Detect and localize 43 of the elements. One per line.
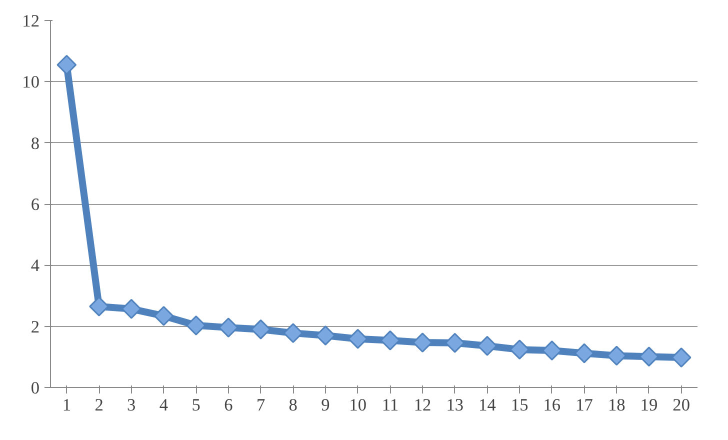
point [444,332,465,353]
y-tick-label: 4 [30,256,40,276]
x-tick-label: 17 [576,396,594,414]
point [121,298,142,319]
x-tick-label: 8 [288,396,298,414]
point [477,336,498,356]
x-tick-label: 5 [192,396,200,414]
x-tick-label: 13 [446,396,464,414]
x-tick-label: 15 [510,396,528,414]
x-tick-label: 20 [672,396,690,414]
point [574,343,594,364]
x-tick-label: 11 [382,396,399,414]
point [56,54,77,75]
x-tick-label: 6 [224,396,234,414]
point [250,319,271,340]
x-tick-label: 14 [478,396,496,414]
y-tick-label: 0 [30,378,40,398]
point [380,330,400,350]
y-tick-label: 2 [30,317,40,336]
x-tick-label: 1 [62,396,72,414]
x-tick-label: 18 [608,396,626,414]
point [671,348,692,368]
point [606,346,627,366]
x-tick-label: 7 [256,396,266,414]
point [316,326,336,346]
x-tick-label: 10 [349,396,366,414]
y-tick-label: 8 [30,134,40,153]
x-tick-label: 9 [321,396,330,414]
x-tick-label: 2 [94,396,104,414]
x-tick-label: 16 [543,396,561,414]
x-tick-label: 3 [127,396,136,414]
x-tick-label: 4 [159,396,168,414]
point [639,346,659,367]
point [348,328,368,349]
y-tick-label: 10 [22,72,40,92]
point [154,306,174,326]
point [89,296,109,316]
x-tick-label: 12 [414,396,432,414]
x-tick-label: 19 [640,396,658,414]
point [412,332,432,352]
y-tick-label: 12 [22,12,40,30]
y-tick-label: 6 [30,195,40,214]
point [283,323,304,344]
